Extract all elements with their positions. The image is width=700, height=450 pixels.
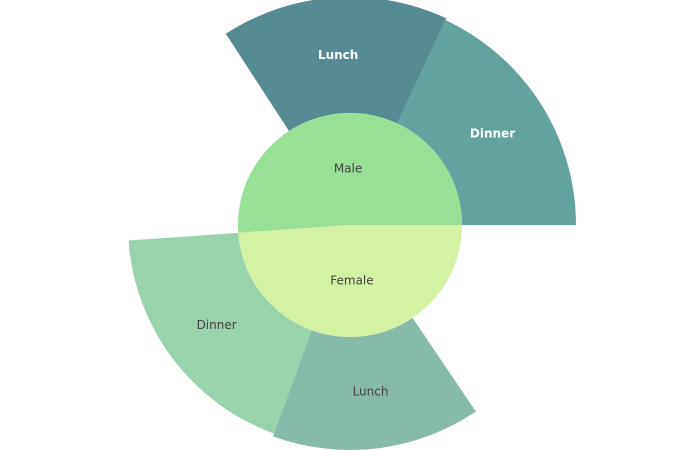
segment-female-dinner[interactable] — [128, 232, 312, 434]
segment-female-lunch[interactable] — [273, 317, 476, 450]
label-female-dinner: Dinner — [197, 318, 237, 332]
segment-male-lunch[interactable] — [225, 0, 447, 132]
label-male-lunch: Lunch — [318, 48, 358, 62]
label-female-lunch: Lunch — [353, 385, 389, 399]
segment-male-dinner[interactable] — [397, 20, 576, 226]
label-male-dinner: Dinner — [470, 127, 515, 141]
segment-female[interactable] — [238, 225, 462, 337]
segment-male[interactable] — [237, 112, 462, 233]
label-female: Female — [330, 273, 373, 287]
inner-ring — [237, 112, 462, 337]
outer-ring — [128, 0, 576, 450]
labels: Male Dinner Lunch Female Dinner Lunch — [197, 48, 516, 399]
label-male: Male — [334, 162, 362, 176]
